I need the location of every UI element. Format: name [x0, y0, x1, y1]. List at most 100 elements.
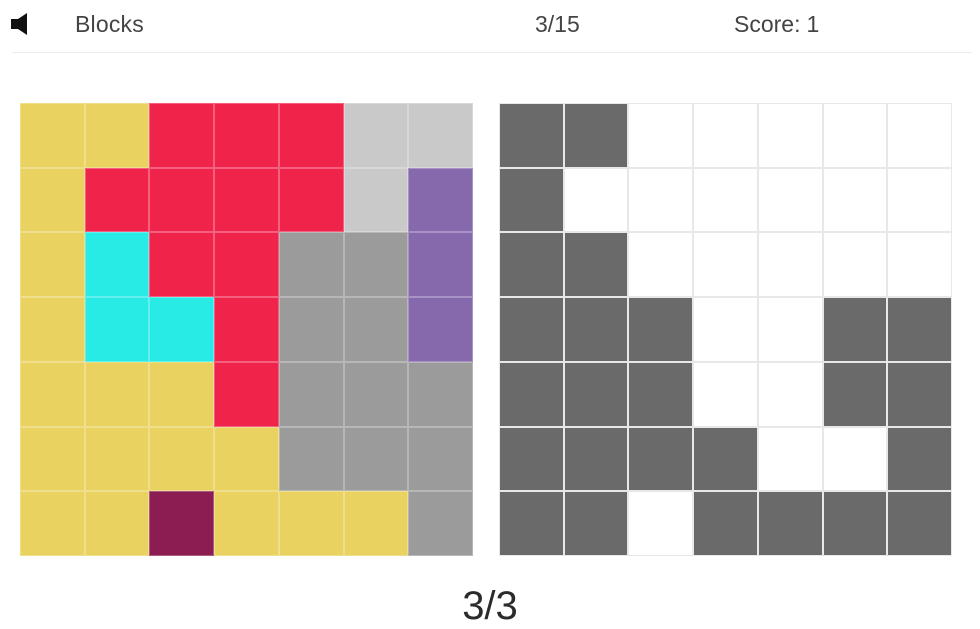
puzzle-cell[interactable]	[149, 232, 215, 298]
target-cell	[757, 491, 823, 556]
puzzle-cell[interactable]	[84, 103, 150, 168]
target-cell	[822, 297, 888, 362]
target-cell	[693, 361, 758, 427]
puzzle-cell[interactable]	[20, 361, 85, 427]
target-cell	[822, 426, 888, 492]
score-label: Score:	[734, 11, 801, 37]
target-cell	[563, 297, 629, 362]
puzzle-cell[interactable]	[408, 103, 473, 168]
puzzle-cell[interactable]	[278, 491, 344, 556]
puzzle-cell[interactable]	[408, 297, 473, 362]
puzzle-cell[interactable]	[343, 297, 409, 362]
puzzle-cell[interactable]	[278, 103, 344, 168]
target-cell	[628, 491, 694, 556]
target-cell	[563, 232, 629, 298]
puzzle-cell[interactable]	[149, 103, 215, 168]
puzzle-cell[interactable]	[214, 103, 279, 168]
target-cell	[693, 297, 758, 362]
target-cell	[757, 232, 823, 298]
target-cell	[822, 167, 888, 233]
target-cell	[887, 232, 952, 298]
puzzle-cell[interactable]	[149, 297, 215, 362]
target-cell	[887, 361, 952, 427]
puzzle-cell[interactable]	[20, 491, 85, 556]
target-cell	[499, 232, 564, 298]
target-cell	[757, 103, 823, 168]
target-cell	[822, 491, 888, 556]
puzzle-cell[interactable]	[408, 491, 473, 556]
puzzle-cell[interactable]	[278, 426, 344, 492]
target-cell	[563, 103, 629, 168]
target-cell	[628, 232, 694, 298]
puzzle-cell[interactable]	[343, 232, 409, 298]
target-cell	[887, 297, 952, 362]
target-cell	[563, 361, 629, 427]
target-cell	[693, 167, 758, 233]
score-display: Score: 1	[734, 11, 819, 38]
puzzle-cell[interactable]	[278, 167, 344, 233]
puzzle-cell[interactable]	[149, 426, 215, 492]
puzzle-cell[interactable]	[214, 167, 279, 233]
puzzle-cell[interactable]	[20, 232, 85, 298]
puzzle-cell[interactable]	[408, 167, 473, 233]
target-cell	[757, 426, 823, 492]
target-cell	[628, 297, 694, 362]
target-cell	[887, 491, 952, 556]
puzzle-cell[interactable]	[214, 297, 279, 362]
target-cell	[693, 426, 758, 492]
target-cell	[628, 103, 694, 168]
puzzle-cell[interactable]	[84, 232, 150, 298]
header-divider	[12, 52, 972, 53]
target-cell	[628, 361, 694, 427]
puzzle-cell[interactable]	[343, 361, 409, 427]
target-cell	[499, 167, 564, 233]
puzzle-cell[interactable]	[149, 491, 215, 556]
target-cell	[887, 426, 952, 492]
puzzle-cell[interactable]	[20, 103, 85, 168]
puzzle-cell[interactable]	[278, 232, 344, 298]
puzzle-cell[interactable]	[214, 426, 279, 492]
speaker-icon[interactable]	[8, 10, 34, 38]
level-indicator: 3/15	[535, 11, 580, 37]
target-cell	[693, 491, 758, 556]
target-cell	[628, 426, 694, 492]
target-cell	[499, 103, 564, 168]
puzzle-cell[interactable]	[343, 491, 409, 556]
target-board	[499, 103, 952, 556]
score-value: 1	[806, 11, 820, 37]
puzzle-cell[interactable]	[408, 426, 473, 492]
puzzle-cell[interactable]	[408, 232, 473, 298]
puzzle-cell[interactable]	[149, 167, 215, 233]
puzzle-cell[interactable]	[278, 361, 344, 427]
target-cell	[757, 167, 823, 233]
target-cell	[499, 426, 564, 492]
target-cell	[887, 103, 952, 168]
puzzle-cell[interactable]	[20, 426, 85, 492]
puzzle-cell[interactable]	[84, 426, 150, 492]
puzzle-cell[interactable]	[84, 491, 150, 556]
puzzle-cell[interactable]	[20, 167, 85, 233]
target-cell	[822, 361, 888, 427]
target-cell	[822, 103, 888, 168]
puzzle-cell[interactable]	[214, 232, 279, 298]
puzzle-cell[interactable]	[214, 361, 279, 427]
puzzle-cell[interactable]	[149, 361, 215, 427]
puzzle-cell[interactable]	[84, 297, 150, 362]
top-bar: Blocks 3/15 Score: 1	[0, 0, 980, 52]
puzzle-cell[interactable]	[84, 167, 150, 233]
puzzle-cell[interactable]	[343, 167, 409, 233]
target-cell	[693, 232, 758, 298]
target-cell	[628, 167, 694, 233]
puzzle-cell[interactable]	[408, 361, 473, 427]
target-cell	[757, 297, 823, 362]
puzzle-cell[interactable]	[343, 426, 409, 492]
target-cell	[563, 426, 629, 492]
puzzle-cell[interactable]	[84, 361, 150, 427]
puzzle-cell[interactable]	[343, 103, 409, 168]
puzzle-cell[interactable]	[214, 491, 279, 556]
puzzle-cell[interactable]	[20, 297, 85, 362]
puzzle-cell[interactable]	[278, 297, 344, 362]
target-cell	[822, 232, 888, 298]
puzzle-board[interactable]	[20, 103, 473, 556]
